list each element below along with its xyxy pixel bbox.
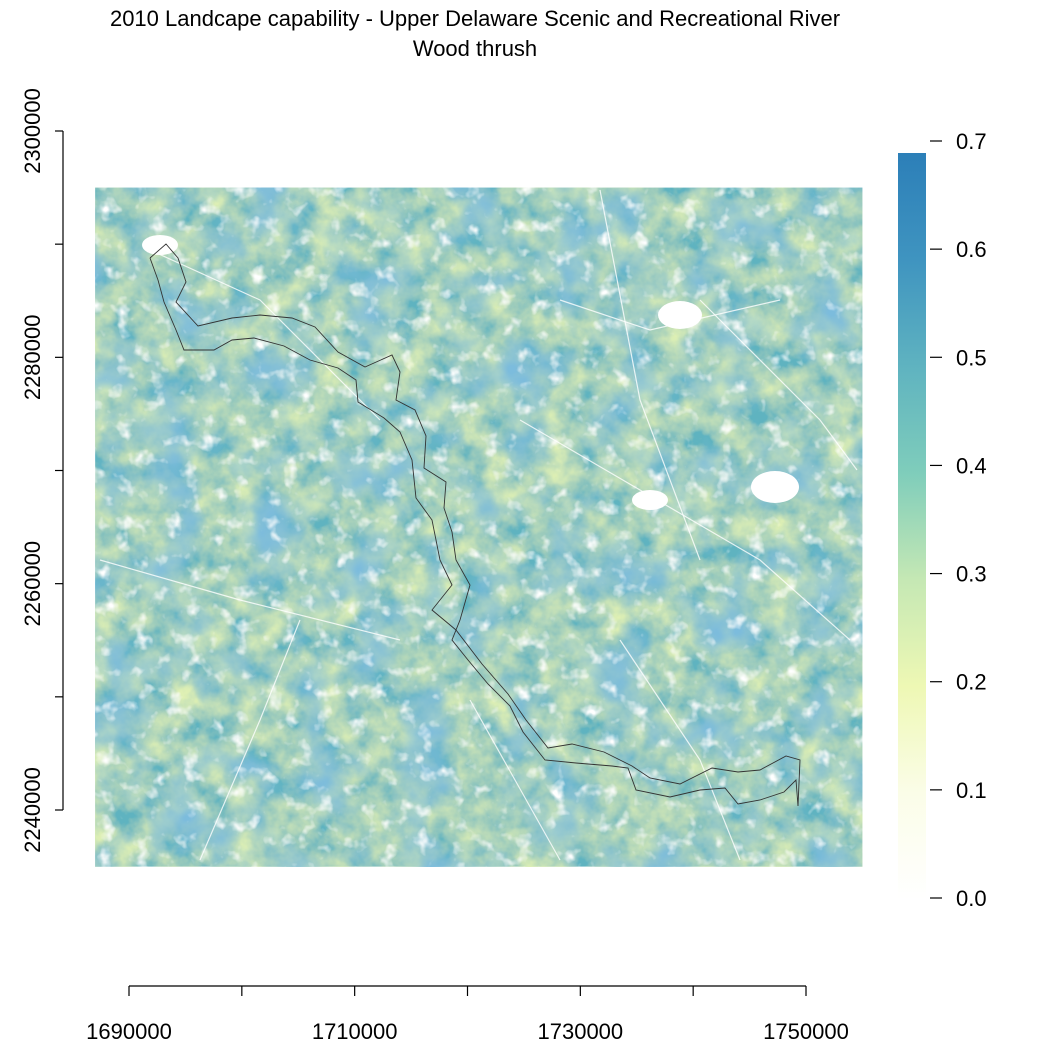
raster-nodata — [95, 187, 863, 867]
road-line — [699, 299, 858, 471]
colorbar-tick-label: 0.3 — [956, 562, 987, 587]
capability-raster — [95, 187, 863, 867]
road-line — [199, 619, 301, 861]
water-body — [632, 490, 668, 510]
colorbar-tick-label: 0.6 — [956, 237, 987, 262]
x-tick-label: 1730000 — [538, 1019, 624, 1044]
colorbar-tick-label: 0.4 — [956, 453, 987, 478]
colorbar-gradient — [898, 153, 926, 900]
chart-title: 2010 Landcape capability - Upper Delawar… — [109, 6, 841, 31]
y-tick-label: 2240000 — [20, 767, 45, 853]
colorbar-tick-label: 0.1 — [956, 778, 987, 803]
colorbar-tick-label: 0.5 — [956, 345, 987, 370]
chart-subtitle: Wood thrush — [412, 36, 538, 61]
road-line — [99, 559, 401, 641]
water-body — [658, 301, 702, 329]
x-tick-label: 1750000 — [763, 1019, 849, 1044]
road-line — [469, 699, 561, 861]
y-tick-label: 2280000 — [20, 315, 45, 401]
x-axis: 1690000 1710000 1730000 1750000 — [86, 985, 849, 1044]
x-tick-label: 1690000 — [86, 1019, 172, 1044]
y-axis: 2240000 2260000 2280000 2300000 — [20, 88, 64, 853]
colorbar-legend: 0.0 0.1 0.2 0.3 0.4 0.5 0.6 0.7 — [898, 129, 987, 911]
x-tick-label: 1710000 — [312, 1019, 398, 1044]
road-line — [149, 249, 381, 421]
colorbar-tick-label: 0.7 — [956, 129, 987, 154]
road-line — [619, 639, 741, 861]
road-line — [599, 189, 701, 561]
river-boundary-line — [149, 243, 801, 807]
water-body — [751, 471, 799, 503]
water-body — [142, 235, 178, 255]
colorbar-tick-label: 0.2 — [956, 670, 987, 695]
y-tick-label: 2300000 — [20, 88, 45, 174]
road-line — [559, 299, 781, 331]
y-tick-label: 2260000 — [20, 541, 45, 627]
colorbar-tick-label: 0.0 — [956, 886, 987, 911]
road-line — [519, 419, 851, 641]
